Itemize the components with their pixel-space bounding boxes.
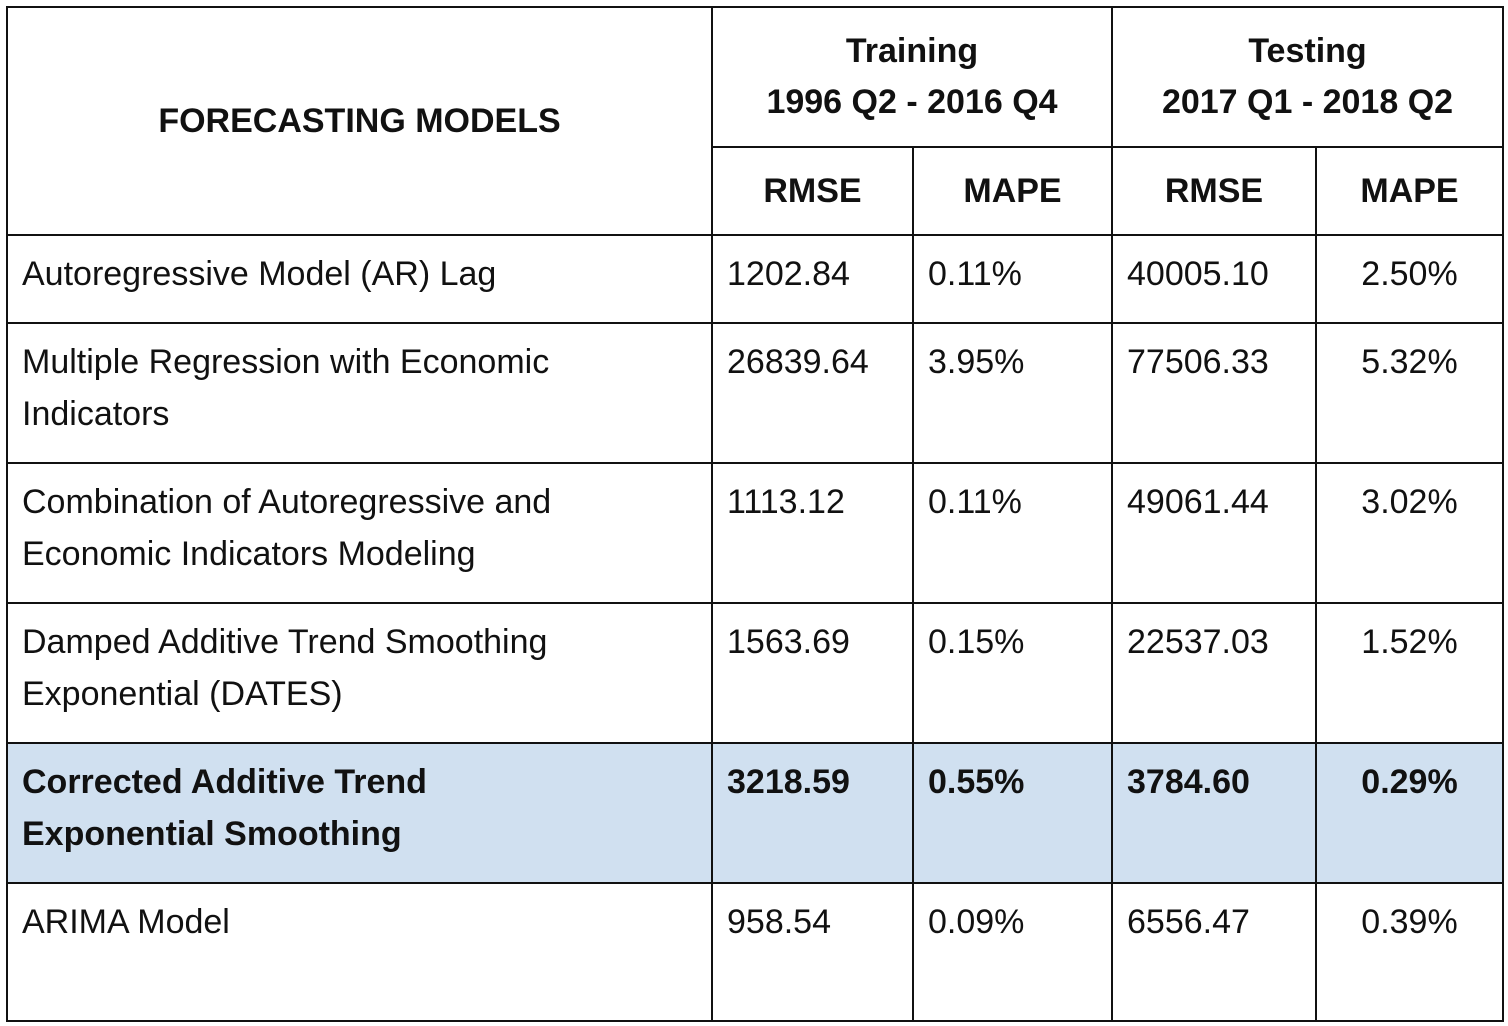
model-name-line: Economic Indicators Modeling [22,535,476,573]
model-name-line: Autoregressive Model (AR) Lag [22,255,497,293]
model-name-line: Corrected Additive Trend [22,763,427,801]
testing-mape-cell: 3.02% [1315,462,1504,604]
model-name: Corrected Additive Trend Exponential Smoo… [6,742,713,884]
table-row: ARIMA Model 958.54 0.09% 6556.47 0.39% [6,882,1504,1022]
model-name: Autoregressive Model (AR) Lag [6,234,713,324]
training-label: Training [845,32,979,70]
training-header: Training 1996 Q2 - 2016 Q4 [711,6,1113,148]
training-rmse-cell: 1113.12 [711,462,914,604]
testing-rmse-cell: 40005.10 [1111,234,1317,324]
training-mape-cell: 0.15% [912,602,1113,744]
training-mape-cell: 0.09% [912,882,1113,1022]
testing-label: Testing [1248,32,1367,70]
training-rmse-cell: 1563.69 [711,602,914,744]
model-name-line: Damped Additive Trend Smoothing [22,623,548,661]
table-row: Autoregressive Model (AR) Lag 1202.84 0.… [6,234,1504,324]
training-rmse-cell: 26839.64 [711,322,914,464]
testing-rmse-cell: 22537.03 [1111,602,1317,744]
testing-rmse-cell: 6556.47 [1111,882,1317,1022]
testing-header: Testing 2017 Q1 - 2018 Q2 [1111,6,1504,148]
testing-rmse-cell: 49061.44 [1111,462,1317,604]
testing-period: 2017 Q1 - 2018 Q2 [1161,83,1454,121]
testing-rmse-header: RMSE [1111,146,1317,236]
model-name: Damped Additive Trend Smoothing Exponenti… [6,602,713,744]
training-period: 1996 Q2 - 2016 Q4 [766,83,1058,121]
highlighted-table-row: Corrected Additive Trend Exponential Smoo… [6,742,1504,884]
model-name-line: ARIMA Model [22,903,230,941]
training-mape-cell: 0.11% [912,234,1113,324]
model-name-line: Combination of Autoregressive and [22,483,552,521]
model-name-line: Exponential Smoothing [22,815,402,853]
training-mape-cell: 0.55% [912,742,1113,884]
model-name-line: Exponential (DATES) [22,675,343,713]
header-row-groups: FORECASTING MODELS Training 1996 Q2 - 20… [6,6,1504,236]
table-row: Damped Additive Trend Smoothing Exponenti… [6,602,1504,744]
training-mape-cell: 3.95% [912,322,1113,464]
training-mape-header: MAPE [912,146,1113,236]
training-rmse-cell: 3218.59 [711,742,914,884]
model-name-line: Indicators [22,395,170,433]
training-rmse-header: RMSE [711,146,914,236]
testing-rmse-cell: 77506.33 [1111,322,1317,464]
header-row-metrics: RMSE MAPE RMSE MAPE [7,146,1504,236]
testing-mape-cell: 5.32% [1315,322,1504,464]
training-rmse-cell: 1202.84 [711,234,914,324]
table-row: Multiple Regression with Economic Indicat… [6,322,1504,464]
testing-mape-cell: 2.50% [1315,234,1504,324]
model-name-line: Multiple Regression with Economic [22,343,550,381]
training-mape-cell: 0.11% [912,462,1113,604]
forecasting-models-table: FORECASTING MODELS Training 1996 Q2 - 20… [6,6,1504,1022]
training-rmse-cell: 958.54 [711,882,914,1022]
model-name: ARIMA Model [6,882,713,1022]
model-name: Multiple Regression with Economic Indicat… [6,322,713,464]
forecasting-models-header: FORECASTING MODELS [6,6,713,236]
testing-mape-cell: 0.29% [1315,742,1504,884]
table-row: Combination of Autoregressive and Economi… [6,462,1504,604]
testing-mape-cell: 1.52% [1315,602,1504,744]
testing-rmse-cell: 3784.60 [1111,742,1317,884]
testing-mape-cell: 0.39% [1315,882,1504,1022]
testing-mape-header: MAPE [1315,146,1504,236]
model-name: Combination of Autoregressive and Economi… [6,462,713,604]
